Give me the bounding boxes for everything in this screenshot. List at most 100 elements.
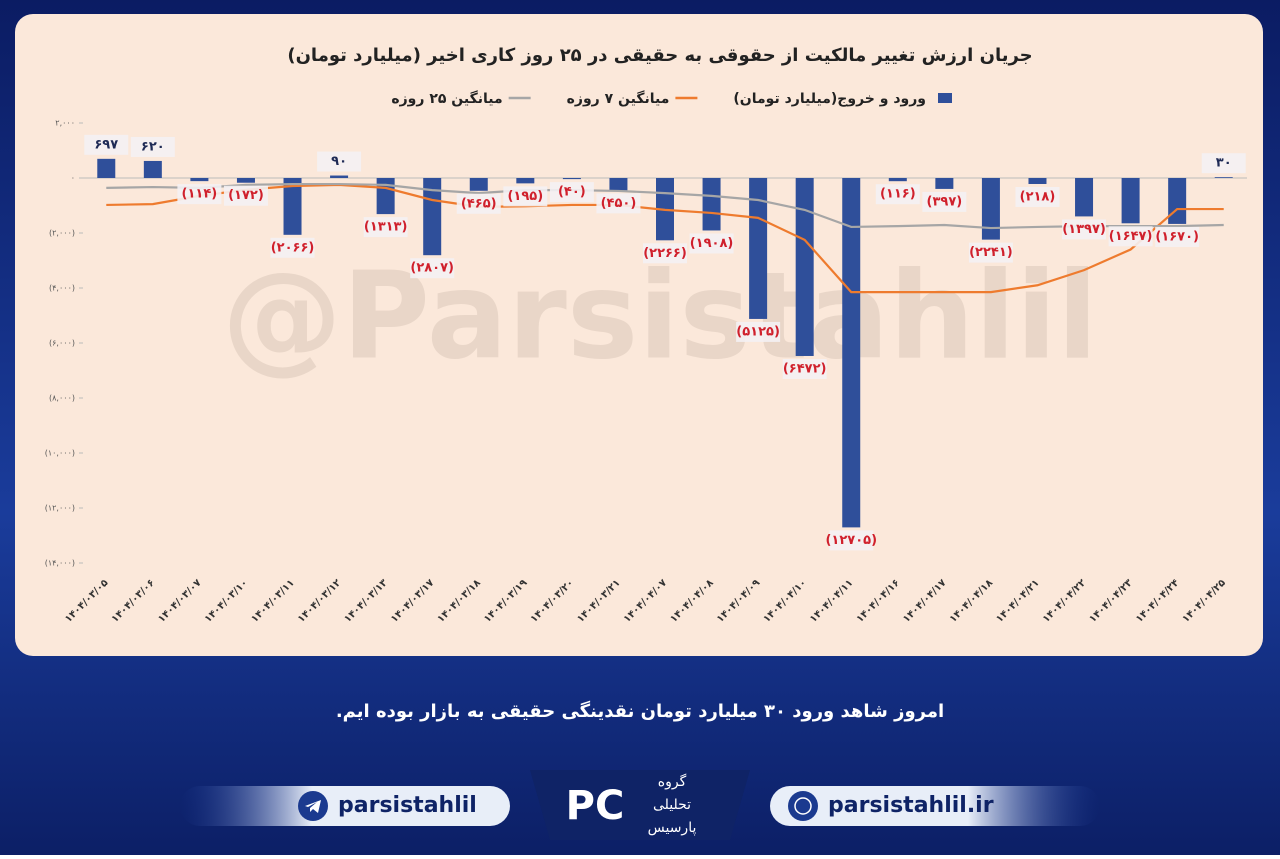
line <box>106 182 1224 230</box>
bar <box>516 178 535 184</box>
logo-mark: PC <box>566 783 625 829</box>
label-bg <box>782 358 827 379</box>
data-label: ۹۰ <box>331 154 347 169</box>
data-label: (۱۶۷۰) <box>1155 229 1199 244</box>
bar <box>935 178 954 189</box>
label-bg <box>363 217 408 238</box>
legend-item: میانگین ۷ روزه <box>567 90 698 107</box>
data-label: (۱۳۹۷) <box>1062 222 1106 237</box>
caption: امروز شاهد ورود ۳۰ میلیارد تومان نقدینگی… <box>336 700 944 722</box>
legend-label: میانگین ۷ روزه <box>567 90 670 107</box>
label-bg <box>503 186 548 207</box>
bar <box>469 178 488 191</box>
data-label: (۱۹۵) <box>507 189 543 204</box>
label-bg <box>84 134 129 155</box>
bar <box>1075 178 1094 217</box>
website-pill <box>770 786 1100 826</box>
data-label: (۲۲۴۱) <box>969 245 1013 260</box>
bar <box>143 160 162 178</box>
legend-label: میانگین ۲۵ روزه <box>391 90 502 107</box>
bar <box>1121 178 1140 224</box>
logo-line: تحلیلی <box>653 797 691 813</box>
data-label: (۴۶۵) <box>461 196 497 211</box>
legend-item: ورود و خروج(میلیارد تومان) <box>733 91 952 107</box>
data-label: ۶۲۰ <box>141 139 165 154</box>
y-tick-label: (۱۰,۰۰۰) <box>45 449 75 458</box>
bar <box>981 178 1000 240</box>
data-label: ۳۰ <box>1216 156 1232 171</box>
bar <box>562 178 581 180</box>
label-bg <box>549 182 594 203</box>
bar <box>423 178 442 256</box>
data-label: (۲۸۰۷) <box>410 261 454 276</box>
web-glyph <box>794 797 812 815</box>
telegram-glyph <box>305 800 321 813</box>
legend-swatch <box>938 93 952 103</box>
bar <box>1168 178 1187 224</box>
y-tick-label: (۱۲,۰۰۰) <box>45 504 75 513</box>
label-bg <box>1155 226 1200 247</box>
bar <box>609 178 628 191</box>
y-tick-label: (۱۴,۰۰۰) <box>45 559 75 568</box>
website[interactable]: parsistahlil.ir <box>828 793 994 818</box>
bar <box>888 178 907 182</box>
label-bg <box>1108 226 1153 247</box>
watermark: @Parsistahlil <box>222 248 1098 387</box>
label-bg <box>456 193 501 214</box>
data-label: (۱۶۴۷) <box>1109 229 1153 244</box>
label-bg <box>1062 219 1107 240</box>
bar <box>190 178 209 182</box>
data-label: (۲۱۸) <box>1020 189 1056 204</box>
label-bg <box>736 321 781 342</box>
data-label: (۴۵۰) <box>601 196 637 211</box>
label-bg <box>223 185 268 206</box>
label-bg <box>130 136 175 157</box>
y-tick-label: (۶,۰۰۰) <box>49 339 75 348</box>
legend-item: میانگین ۲۵ روزه <box>391 90 531 107</box>
label-bg <box>689 233 734 254</box>
bar <box>702 178 721 231</box>
bar <box>749 178 768 319</box>
data-label: (۴۰) <box>558 185 586 200</box>
y-tick-label: ۰ <box>71 174 75 183</box>
y-tick-label: ۲,۰۰۰ <box>55 119 75 128</box>
legend-label: ورود و خروج(میلیارد تومان) <box>733 91 926 107</box>
data-label: (۱۳۱۳) <box>364 220 408 235</box>
data-label: (۱۱۶) <box>880 187 916 202</box>
data-label: (۶۴۷۲) <box>783 361 827 376</box>
bar <box>97 158 116 178</box>
telegram-handle[interactable]: parsistahlil <box>338 793 477 818</box>
bar <box>283 178 302 235</box>
label-bg <box>317 151 362 172</box>
data-label: (۲۲۶۶) <box>643 246 687 261</box>
y-tick-label: (۴,۰۰۰) <box>49 284 75 293</box>
label-bg <box>829 530 874 551</box>
data-label: ۶۹۷ <box>94 137 118 152</box>
logo-line: گروه <box>658 773 687 790</box>
data-label: (۱۷۲) <box>228 188 264 203</box>
data-label: (۱۱۴) <box>182 187 218 202</box>
y-tick-label: (۸,۰۰۰) <box>49 394 75 403</box>
label-bg <box>1201 153 1246 174</box>
data-label: (۱۹۰۸) <box>690 236 734 251</box>
web-icon <box>788 791 818 821</box>
chart-card <box>15 14 1263 656</box>
label-bg <box>596 193 641 214</box>
bar <box>1214 177 1233 178</box>
label-bg <box>968 242 1013 263</box>
telegram-pill <box>180 786 510 826</box>
line <box>106 183 1224 294</box>
bar <box>330 175 349 178</box>
label-bg <box>410 258 455 279</box>
label-bg <box>270 237 315 258</box>
y-tick-label: (۲,۰۰۰) <box>49 229 75 238</box>
label-bg <box>875 184 920 205</box>
data-label: (۱۲۷۰۵) <box>825 533 877 548</box>
label-bg <box>1015 186 1060 207</box>
data-label: (۳۹۷) <box>927 194 963 209</box>
label-bg <box>177 184 222 205</box>
bar <box>236 178 255 183</box>
bar <box>376 178 395 215</box>
